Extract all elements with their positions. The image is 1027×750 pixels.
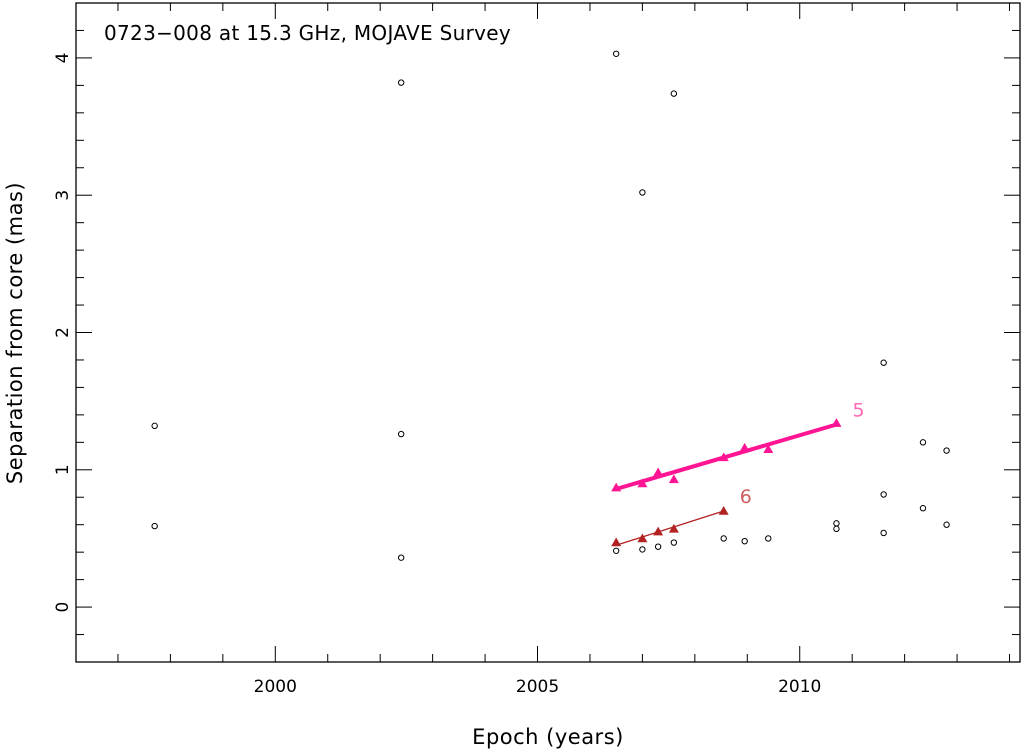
- x-axis-title: Epoch (years): [472, 725, 624, 749]
- data-point: [919, 439, 927, 446]
- data-point-component-5: [611, 482, 622, 492]
- y-tick-label: 2: [53, 327, 73, 338]
- data-point-component-6: [668, 523, 679, 533]
- data-point: [765, 535, 772, 542]
- data-point: [741, 537, 748, 545]
- data-point: [151, 422, 158, 430]
- data-point-component-5: [831, 418, 842, 427]
- data-point: [943, 447, 950, 454]
- data-point: [670, 90, 678, 97]
- data-point: [612, 547, 620, 554]
- x-tick-label: 2005: [516, 677, 559, 697]
- series-label-component-6: 6: [740, 486, 752, 508]
- fit-lines: [614, 422, 839, 546]
- x-tick-label: 2000: [254, 677, 297, 697]
- data-point-component-6: [653, 526, 664, 536]
- data-point: [943, 521, 950, 528]
- data-point: [639, 189, 646, 196]
- x-tick-label: 2010: [778, 677, 821, 697]
- y-axis-title: Separation from core (mas): [3, 182, 27, 484]
- y-tick-label: 0: [53, 602, 73, 613]
- data-point: [397, 554, 405, 561]
- tick-labels: 2000 2005 2010 0 1 2 3 4: [53, 53, 821, 697]
- data-point-component-5: [739, 442, 750, 452]
- data-point-component-6: [637, 533, 648, 543]
- data-point-component-5: [718, 452, 729, 462]
- data-point: [670, 539, 678, 546]
- data-point-component-5: [637, 478, 648, 488]
- y-tick-label: 4: [53, 53, 73, 64]
- y-tick-label: 3: [53, 190, 73, 201]
- plot-frame: [75, 2, 1021, 663]
- data-point: [833, 520, 840, 527]
- data-point: [397, 79, 405, 86]
- data-point-component-5: [653, 467, 664, 477]
- data-point: [919, 505, 927, 512]
- series-label-component-5: 5: [852, 399, 864, 421]
- fit-line-component-6: [615, 510, 725, 546]
- data-point: [151, 522, 158, 530]
- data-point-component-6: [611, 537, 622, 547]
- data-point: [880, 359, 887, 366]
- y-tick-label: 1: [53, 464, 73, 475]
- fit-line-component-5: [614, 422, 839, 492]
- data-point: [880, 529, 887, 537]
- series-labels: 56: [740, 399, 865, 507]
- data-point-component-5: [668, 474, 679, 484]
- data-points: [151, 50, 950, 561]
- data-point: [654, 543, 662, 550]
- data-point: [833, 525, 840, 533]
- data-point-component-6: [718, 505, 729, 515]
- data-point-component-5: [763, 444, 774, 453]
- data-point: [720, 535, 727, 542]
- chart-title: 0723−008 at 15.3 GHz, MOJAVE Survey: [104, 21, 511, 45]
- axis-ticks: [76, 2, 1020, 663]
- data-point: [880, 491, 887, 498]
- data-point: [639, 546, 646, 553]
- data-point: [612, 50, 620, 57]
- data-point: [397, 430, 405, 438]
